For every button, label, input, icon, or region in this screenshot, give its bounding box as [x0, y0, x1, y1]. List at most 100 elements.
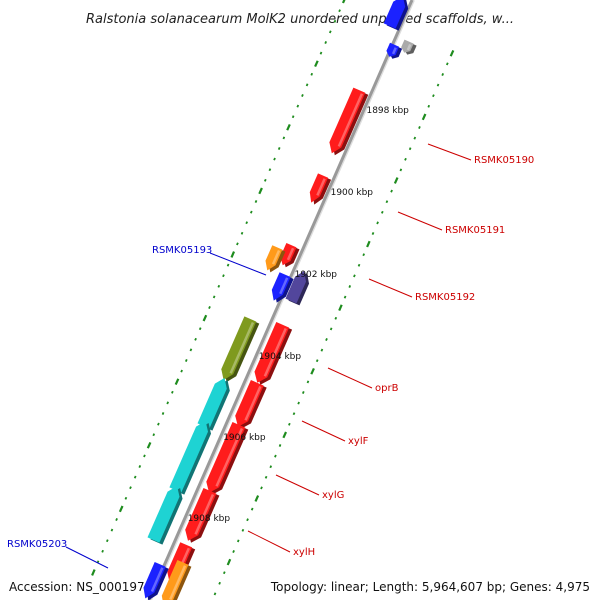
gene-blue-feature[interactable]	[386, 42, 403, 59]
leader-line	[247, 530, 291, 553]
scale-tick	[184, 359, 188, 362]
gene-label-rsmk05190[interactable]: RSMK05190	[427, 143, 534, 166]
scale-tick	[218, 581, 221, 585]
scale-label: 1902 kbp	[295, 270, 338, 280]
scale-tick	[338, 9, 341, 13]
scale-tick	[445, 62, 449, 66]
scale-tick	[171, 390, 174, 394]
scale-tick	[245, 221, 249, 225]
gene-purple-feature[interactable]	[285, 271, 310, 306]
gene-red-feature[interactable]	[235, 380, 267, 429]
gene-label-text[interactable]: RSMK05203	[7, 539, 67, 550]
gene-features[interactable]	[143, 0, 417, 600]
scale-tick	[380, 210, 384, 214]
scale-tick	[240, 231, 244, 235]
gene-red-feature[interactable]	[309, 173, 332, 205]
scale-tick	[314, 60, 319, 68]
gene-label-text[interactable]: oprB	[375, 383, 399, 394]
scale-tick	[217, 284, 221, 288]
scale-tick	[324, 41, 328, 44]
scale-tick	[157, 422, 160, 426]
scale-tick	[230, 251, 236, 258]
gene-label-text[interactable]: xylG	[322, 490, 344, 501]
gene-label-oprb[interactable]: oprB	[327, 367, 399, 394]
scale-tick	[399, 168, 403, 172]
leader-line	[427, 143, 472, 161]
leader-line	[65, 546, 109, 569]
gene-cyan-feature[interactable]	[197, 378, 230, 431]
scale-tick	[101, 549, 104, 553]
scale-tick	[319, 51, 323, 55]
gene-label-rsmk05192[interactable]: RSMK05192	[368, 278, 475, 303]
scale-tick	[362, 253, 366, 257]
scale-label: 1906 kbp	[223, 433, 266, 443]
gene-label-text[interactable]: RSMK05193	[152, 245, 212, 256]
scale-tick	[325, 338, 328, 341]
gene-label-rsmk05191[interactable]: RSMK05191	[397, 211, 505, 236]
scale-tick	[268, 168, 272, 172]
gene-blue-feature[interactable]	[383, 0, 409, 31]
accession-text: Accession: NS_000197	[9, 580, 145, 594]
gene-label-xylf[interactable]: xylF	[301, 420, 369, 447]
gene-label-text[interactable]: RSMK05192	[415, 292, 475, 303]
scale-tick	[297, 401, 300, 405]
scale-tick	[236, 242, 239, 246]
gene-red-feature[interactable]	[329, 87, 369, 156]
scale-tick	[110, 528, 114, 532]
gene-labels[interactable]: RSMK05190 RSMK05191 RSMK05192 oprB xylF xylG x…	[7, 143, 534, 569]
scale-tick	[353, 274, 356, 278]
topology-text: Topology: linear; Length: 5,964,607 bp; …	[270, 580, 590, 594]
scale-tick	[138, 465, 142, 468]
gene-green-feature[interactable]	[221, 316, 260, 382]
map-title: Ralstonia solanacearum MolK2 unordered u…	[86, 12, 514, 27]
scale-tick	[282, 136, 286, 140]
gene-red-feature[interactable]	[254, 322, 293, 385]
gene-blue-feature[interactable]	[143, 562, 169, 600]
scale-tick	[194, 337, 197, 341]
scale-tick	[258, 187, 263, 195]
gene-label-xylg[interactable]: xylG	[275, 474, 344, 501]
scale-tick	[421, 113, 427, 121]
scale-tick	[288, 422, 291, 426]
gene-cyan-feature[interactable]	[147, 486, 183, 545]
scale-tick	[260, 486, 263, 490]
scale-tick	[343, 295, 347, 299]
scale-tick	[306, 380, 310, 384]
scale-tick	[291, 115, 295, 119]
scale-tick	[282, 431, 288, 439]
scale-tick	[236, 539, 240, 543]
scale-tick	[146, 441, 152, 449]
gene-orange-feature[interactable]	[265, 245, 286, 273]
gene-orange-feature[interactable]	[161, 560, 192, 600]
scale-tick	[371, 232, 375, 235]
scale-tick	[91, 569, 96, 576]
gene-blue-feature[interactable]	[271, 272, 294, 303]
gene-label-text[interactable]: xylF	[348, 436, 369, 447]
gene-red-feature[interactable]	[206, 422, 249, 495]
scale-tick	[338, 304, 343, 312]
gene-red-feature[interactable]	[280, 243, 300, 268]
gene-label-xylh[interactable]: xylH	[247, 530, 315, 558]
scale-tick	[124, 496, 128, 500]
scale-tick	[333, 19, 337, 23]
scale-tick	[202, 314, 208, 322]
scale-tick	[226, 558, 232, 566]
scale-tick	[436, 83, 440, 87]
scale-tick	[254, 495, 260, 502]
scale-tick	[385, 200, 389, 204]
scale-tick	[246, 518, 249, 522]
gene-label-text[interactable]: xylH	[293, 547, 315, 558]
scale-tick	[393, 177, 399, 184]
gene-red-feature[interactable]	[185, 488, 220, 543]
gene-gray-feature[interactable]	[401, 39, 417, 55]
gene-label-text[interactable]: RSMK05190	[474, 155, 534, 166]
scale-tick	[249, 210, 253, 214]
scale-tick	[269, 465, 273, 469]
scale-tick	[328, 30, 332, 34]
gene-label-text[interactable]: RSMK05191	[445, 225, 505, 236]
scale-tick	[418, 126, 421, 129]
gene-label-rsmk05203[interactable]: RSMK05203	[7, 539, 109, 569]
gene-label-rsmk05193[interactable]: RSMK05193	[152, 245, 267, 276]
gene-cyan-feature[interactable]	[169, 421, 211, 495]
